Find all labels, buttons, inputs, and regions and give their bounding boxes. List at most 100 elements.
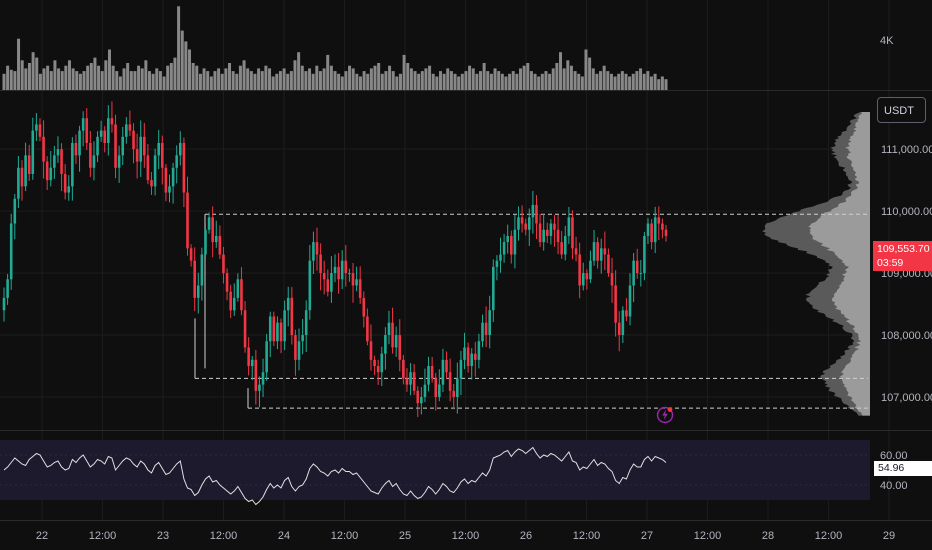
rsi-line	[3, 446, 667, 506]
volume-bar	[38, 73, 42, 90]
rsi-tick-label: 40.00	[880, 480, 908, 492]
volume-bar	[569, 65, 573, 90]
candle-body	[222, 254, 225, 274]
volume-bar	[224, 68, 228, 90]
candle-body	[448, 372, 452, 391]
candle-body	[250, 359, 254, 367]
volume-bar	[282, 68, 286, 90]
candle-body	[186, 192, 189, 249]
candle-body	[517, 217, 520, 230]
volume-bar	[540, 73, 544, 90]
volume-bar	[566, 60, 570, 90]
volume-bar	[511, 71, 515, 90]
volume-bar	[358, 76, 362, 90]
volume-bar	[31, 52, 35, 90]
candle-body	[63, 173, 67, 193]
volume-bar	[504, 76, 508, 90]
volume-bar	[402, 54, 406, 90]
lightning-alert-icon[interactable]	[656, 406, 674, 424]
rsi-value-badge: 54.96	[874, 461, 932, 476]
rsi-pane: 60.00 40.00	[0, 440, 908, 506]
volume-bar	[67, 60, 71, 90]
candle-body	[502, 242, 506, 255]
candle-body	[524, 223, 527, 230]
candle-body	[211, 217, 214, 243]
volume-profile	[762, 112, 870, 416]
volume-pane	[2, 6, 668, 91]
candle-body	[240, 279, 243, 311]
volume-bar	[107, 49, 111, 90]
volume-bar	[126, 63, 130, 90]
candle-body	[358, 279, 362, 298]
candle-body	[225, 273, 229, 292]
volume-bar	[93, 57, 97, 90]
volume-bar	[537, 76, 541, 90]
candle-body	[153, 155, 157, 187]
currency-button[interactable]: USDT	[877, 97, 926, 123]
candle-body	[330, 273, 333, 292]
volume-bar	[642, 73, 646, 90]
volume-bar	[322, 68, 326, 90]
candle-body	[625, 310, 628, 317]
volume-bar	[184, 41, 188, 90]
volume-bar	[260, 71, 264, 90]
volume-bar	[660, 76, 664, 90]
candle-body	[38, 124, 42, 137]
volume-bar	[420, 71, 424, 90]
volume-bar	[551, 68, 555, 90]
volume-bar	[460, 73, 464, 90]
volume-bar	[304, 71, 308, 90]
volume-bar	[162, 76, 166, 90]
volume-bar	[17, 38, 21, 90]
candle-body	[243, 310, 247, 348]
volume-bar	[388, 65, 392, 90]
last-price-badge: 109,553.70 03:59	[873, 241, 932, 271]
volume-bar	[191, 63, 195, 90]
candle-body	[322, 273, 326, 280]
candle-body	[207, 217, 211, 230]
volume-bar	[86, 65, 90, 90]
time-tick-label: 22	[36, 530, 48, 542]
volume-bar	[268, 68, 272, 90]
candle-body	[653, 217, 657, 243]
volume-bar	[300, 65, 304, 90]
candle-body	[520, 217, 524, 224]
candle-body	[268, 316, 272, 342]
volume-bar	[584, 49, 588, 90]
candle-body	[89, 142, 92, 168]
candle-body	[103, 130, 107, 143]
candle-body	[391, 322, 394, 348]
volume-bar	[147, 71, 151, 90]
time-axis[interactable]: 22 12:00 23 12:00 24 12:00 25 12:00 26 12:00 27 12:…	[36, 530, 895, 542]
volume-bar	[395, 76, 399, 90]
candle-body	[53, 155, 56, 168]
time-tick-label: 12:00	[89, 530, 117, 542]
volume-bar	[369, 68, 373, 90]
volume-bar	[278, 71, 282, 90]
candle-body	[99, 130, 103, 137]
time-tick-label: 12:00	[694, 530, 722, 542]
candle-body	[110, 118, 114, 125]
candle-body	[474, 353, 477, 360]
volume-bar	[500, 73, 504, 90]
time-tick-label: 12:00	[815, 530, 843, 542]
candle-body	[409, 372, 412, 385]
volume-bar	[529, 71, 533, 90]
volume-bar	[275, 73, 279, 90]
volume-bar	[435, 76, 439, 90]
price-axis[interactable]: 111,000.00 110,000.00 109,000.00 108,000.00…	[881, 144, 932, 404]
volume-bar	[391, 71, 395, 90]
volume-bar	[348, 65, 352, 90]
volume-bar	[337, 73, 341, 90]
volume-bar	[49, 71, 53, 90]
candle-body	[92, 155, 96, 168]
volume-bar	[231, 71, 235, 90]
candle-body	[563, 235, 567, 255]
volume-bar	[297, 52, 301, 90]
volume-bar	[151, 73, 155, 90]
candle-body	[6, 279, 9, 298]
candle-body	[441, 359, 445, 385]
candle-body	[603, 248, 607, 255]
candle-body	[567, 217, 571, 236]
